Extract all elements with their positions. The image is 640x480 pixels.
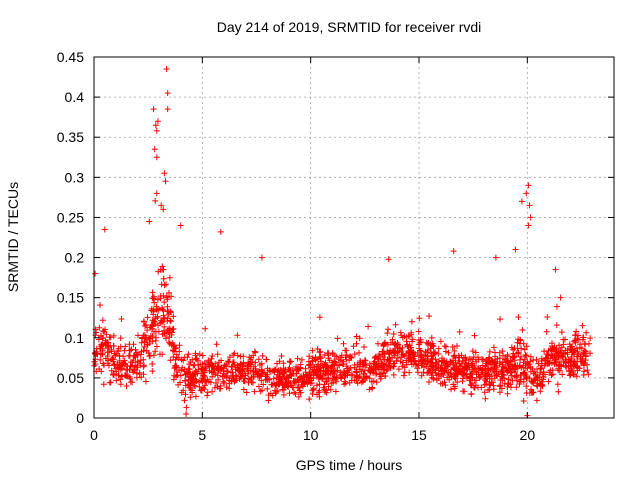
y-tick-labels: 0 0.05 0.1 0.15 0.2 0.25 0.3 0.35 0.4 0.45 (57, 49, 84, 426)
y-tick-label: 0.3 (65, 169, 85, 185)
y-tick-label: 0.05 (57, 370, 84, 386)
y-tick-label: 0.45 (57, 49, 84, 65)
y-tick-label: 0.35 (57, 129, 84, 145)
x-tick-label: 10 (303, 427, 319, 443)
axis-ticks (93, 56, 614, 419)
x-axis-label: GPS time / hours (296, 457, 403, 473)
y-tick-label: 0.2 (65, 250, 85, 266)
x-tick-label: 20 (520, 427, 536, 443)
x-tick-label: 15 (411, 427, 427, 443)
y-tick-label: 0.15 (57, 290, 84, 306)
y-tick-label: 0.25 (57, 209, 84, 225)
y-tick-label: 0 (76, 410, 84, 426)
y-tick-label: 0.1 (65, 330, 85, 346)
plot-frame (93, 56, 615, 419)
chart-title: Day 214 of 2019, SRMTID for receiver rvd… (217, 19, 482, 35)
scatter-points (91, 66, 594, 419)
x-tick-label: 5 (198, 427, 206, 443)
y-axis-label: SRMTID / TECUs (5, 182, 21, 292)
data-series-srmtid (91, 66, 594, 419)
x-tick-labels: 0 5 10 15 20 (90, 427, 535, 443)
x-tick-label: 0 (90, 427, 98, 443)
y-tick-label: 0.4 (65, 89, 85, 105)
